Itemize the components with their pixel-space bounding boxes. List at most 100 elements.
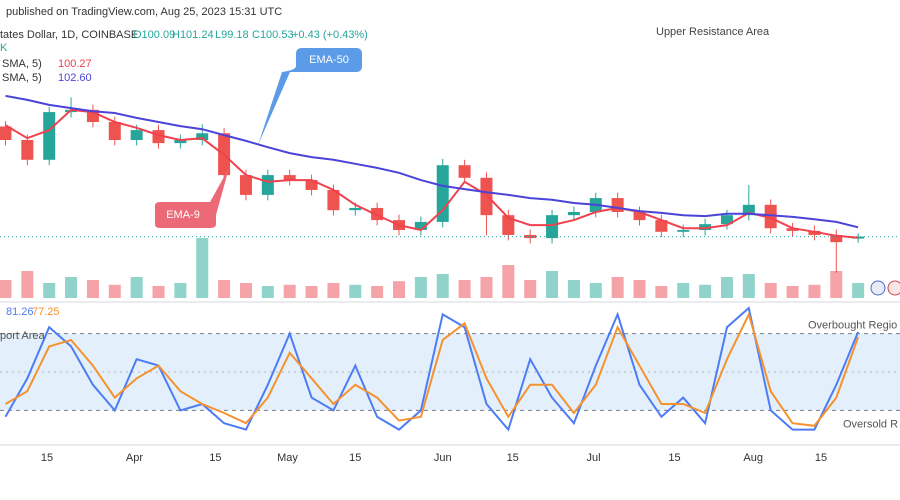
candle-body xyxy=(852,236,865,239)
volume-bar xyxy=(480,277,493,298)
volume-bar xyxy=(0,280,12,298)
indicator-label: SMA, 5) xyxy=(2,72,42,84)
volume-bar xyxy=(239,283,252,298)
candle-body xyxy=(830,234,843,243)
series-line xyxy=(4,108,859,239)
candle-body xyxy=(414,221,427,230)
volume-bar xyxy=(699,284,712,298)
series-line xyxy=(4,306,860,432)
symbol: tates Dollar, 1D, COINBASE xyxy=(0,29,138,41)
volume-bar xyxy=(196,238,209,298)
x-tick-label: 15 xyxy=(349,452,361,464)
volume-bar xyxy=(633,280,646,298)
flag-icon xyxy=(870,280,886,296)
candle-body xyxy=(546,215,559,239)
volume-bar xyxy=(524,280,537,298)
volume-bar xyxy=(436,274,449,298)
candle-body xyxy=(567,212,580,216)
indicator-value: 102.60 xyxy=(58,72,92,84)
volume-bar xyxy=(502,265,515,298)
volume-bar xyxy=(742,274,755,298)
volume-bar xyxy=(65,277,78,298)
volume-bar xyxy=(677,283,690,298)
ohlc-low: L99.18 xyxy=(215,29,249,41)
ema50-label: EMA-50 xyxy=(309,54,349,66)
volume-bar xyxy=(720,277,733,298)
fragment: K xyxy=(0,42,8,54)
candle-body xyxy=(21,140,34,160)
volume-bar xyxy=(371,286,384,298)
legend-value: 77.25 xyxy=(32,306,60,318)
volume-bar xyxy=(567,280,580,298)
x-tick-label: 15 xyxy=(209,452,221,464)
volume-bar xyxy=(414,277,427,298)
ema50-callout xyxy=(258,48,362,145)
volume-bar xyxy=(546,271,559,298)
candle-body xyxy=(633,212,646,221)
candle-body xyxy=(786,228,799,231)
indicator-value: 100.27 xyxy=(58,58,92,70)
volume-bar xyxy=(764,283,777,298)
volume-bar xyxy=(349,284,362,298)
x-tick-label: 15 xyxy=(815,452,827,464)
candle-body xyxy=(611,198,624,212)
volume-bar xyxy=(655,286,668,298)
volume-bar xyxy=(43,283,56,298)
x-tick-label: Jul xyxy=(587,452,601,464)
candle-body xyxy=(764,204,777,229)
ema9-label: EMA-9 xyxy=(166,209,200,221)
volume-bar xyxy=(327,283,340,298)
volume-bar xyxy=(86,280,99,298)
volume-bar xyxy=(808,284,821,298)
candle-body xyxy=(458,165,471,178)
volume-bar xyxy=(458,280,471,298)
volume-bar xyxy=(130,277,143,298)
volume-bar xyxy=(589,283,602,298)
candle-body xyxy=(502,215,515,235)
series-line xyxy=(4,311,860,427)
candle-body xyxy=(196,133,209,140)
x-tick-label: Jun xyxy=(434,452,452,464)
candle-body xyxy=(677,230,690,232)
volume-bar xyxy=(283,284,296,298)
volume-bar xyxy=(786,286,799,298)
volume-bar xyxy=(611,277,624,298)
candle-body xyxy=(327,189,340,211)
candle-body xyxy=(720,215,733,225)
candle-body xyxy=(349,207,362,211)
published: published on TradingView.com, Aug 25, 20… xyxy=(6,6,282,18)
candle-body xyxy=(174,140,187,144)
volume-bar xyxy=(152,286,165,298)
ohlc-close: C100.53 xyxy=(252,29,294,41)
x-tick-label: 15 xyxy=(668,452,680,464)
candle-body xyxy=(305,180,318,190)
x-tick-label: 15 xyxy=(41,452,53,464)
overbought-label: Overbought Regio xyxy=(808,320,897,332)
volume-bar xyxy=(218,280,231,298)
candle-body xyxy=(480,177,493,216)
series-line xyxy=(5,94,859,229)
candle-body xyxy=(808,230,821,235)
candle-body xyxy=(239,175,252,195)
candle-body xyxy=(261,175,274,195)
candle-body xyxy=(655,220,668,232)
candle-body xyxy=(524,234,537,239)
candle-body xyxy=(43,112,56,160)
support-label: port Area xyxy=(0,330,46,342)
x-tick-label: 15 xyxy=(507,452,519,464)
x-tick-label: Apr xyxy=(126,452,143,464)
volume-bar xyxy=(174,283,187,298)
ohlc-change: +0.43 (+0.43%) xyxy=(292,29,368,41)
volume-bar xyxy=(852,283,865,298)
volume-bar xyxy=(261,286,274,298)
candle-body xyxy=(108,122,121,140)
legend-value: 81.26 xyxy=(6,306,34,318)
candle-body xyxy=(130,130,143,140)
volume-bar xyxy=(108,284,121,298)
volume-bar xyxy=(393,281,406,298)
resistance-label: Upper Resistance Area xyxy=(656,26,770,38)
indicator-label: SMA, 5) xyxy=(2,58,42,70)
candle-body xyxy=(742,204,755,216)
ohlc-open: O100.09 xyxy=(133,29,175,41)
